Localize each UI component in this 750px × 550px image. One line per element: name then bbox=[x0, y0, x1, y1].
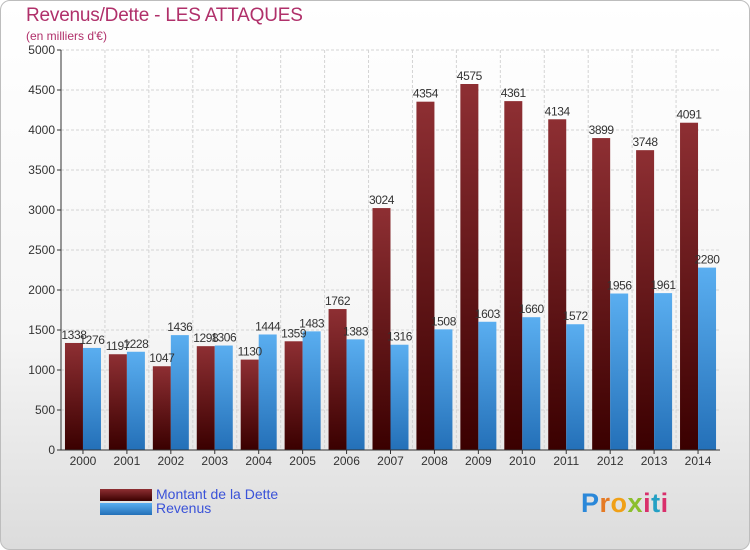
data-label-debt: 4354 bbox=[413, 87, 439, 101]
y-tick-label: 4000 bbox=[28, 123, 55, 137]
data-label-revenue: 1276 bbox=[79, 333, 105, 347]
bar-revenue bbox=[214, 345, 233, 450]
bar-revenue bbox=[126, 351, 145, 450]
x-tick-label: 2011 bbox=[553, 454, 579, 468]
x-tick-label: 2014 bbox=[685, 454, 712, 468]
data-label-revenue: 1228 bbox=[123, 337, 149, 351]
x-tick-label: 2010 bbox=[509, 454, 536, 468]
bar-revenue bbox=[478, 321, 497, 450]
data-label-debt: 3748 bbox=[633, 135, 659, 149]
y-tick-label: 5000 bbox=[28, 43, 55, 57]
y-tick-label: 1000 bbox=[28, 363, 55, 377]
data-label-revenue: 1483 bbox=[299, 316, 325, 330]
data-label-debt: 3024 bbox=[369, 193, 395, 207]
bar-debt bbox=[680, 122, 699, 450]
data-label-revenue: 1508 bbox=[431, 314, 457, 328]
data-label-debt: 1298 bbox=[193, 331, 219, 345]
chart-title: Revenus/Dette - LES ATTAQUES bbox=[26, 5, 303, 26]
bar-revenue bbox=[610, 293, 629, 450]
data-label-debt: 1047 bbox=[149, 351, 175, 365]
bar-revenue bbox=[390, 344, 409, 450]
bar-debt bbox=[284, 341, 303, 450]
bar-revenue bbox=[82, 347, 101, 450]
bar-debt bbox=[196, 346, 215, 450]
data-label-debt: 1197 bbox=[106, 339, 131, 353]
x-tick-label: 2001 bbox=[114, 454, 141, 468]
legend-swatch-debt bbox=[100, 489, 152, 501]
bar-debt bbox=[592, 138, 611, 450]
y-tick-label: 2000 bbox=[28, 283, 55, 297]
legend-swatch-revenue bbox=[100, 503, 152, 515]
data-label-revenue: 1436 bbox=[167, 320, 193, 334]
bar-debt bbox=[372, 208, 391, 450]
chart-subtitle: (en milliers d'€) bbox=[26, 29, 107, 43]
data-label-debt: 4361 bbox=[501, 86, 527, 100]
y-tick-label: 1500 bbox=[28, 323, 55, 337]
bar-debt bbox=[152, 366, 171, 450]
bar-debt bbox=[240, 359, 259, 450]
y-tick-label: 4500 bbox=[28, 83, 55, 97]
bar-revenue bbox=[302, 331, 321, 450]
data-label-revenue: 1316 bbox=[387, 330, 413, 344]
x-tick-label: 2008 bbox=[421, 454, 448, 468]
data-label-revenue: 1444 bbox=[255, 319, 281, 333]
bar-revenue bbox=[258, 334, 277, 450]
bar-debt bbox=[636, 150, 655, 450]
x-tick-label: 2002 bbox=[157, 454, 184, 468]
data-label-revenue: 2280 bbox=[694, 253, 720, 267]
data-label-revenue: 1660 bbox=[519, 302, 545, 316]
bar-debt bbox=[548, 119, 567, 450]
bar-debt bbox=[504, 101, 523, 451]
x-tick-label: 2013 bbox=[641, 454, 668, 468]
y-tick-label: 3000 bbox=[28, 203, 55, 217]
data-label-revenue: 1956 bbox=[607, 279, 633, 293]
data-label-debt: 1359 bbox=[281, 326, 307, 340]
data-label-revenue: 1572 bbox=[563, 309, 589, 323]
x-tick-label: 2005 bbox=[289, 454, 316, 468]
bar-revenue bbox=[346, 339, 365, 450]
x-tick-label: 2003 bbox=[201, 454, 228, 468]
x-tick-label: 2007 bbox=[377, 454, 404, 468]
x-tick-label: 2009 bbox=[465, 454, 492, 468]
y-tick-label: 3500 bbox=[28, 163, 55, 177]
data-label-revenue: 1306 bbox=[211, 331, 237, 345]
bar-debt bbox=[108, 354, 127, 450]
bar-revenue bbox=[698, 267, 717, 450]
data-label-revenue: 1603 bbox=[475, 307, 501, 321]
bar-debt bbox=[416, 101, 435, 451]
bar-revenue bbox=[654, 293, 673, 450]
data-label-debt: 1338 bbox=[61, 328, 87, 342]
bar-revenue bbox=[522, 317, 541, 450]
x-tick-label: 2000 bbox=[70, 454, 97, 468]
y-tick-label: 2500 bbox=[28, 243, 55, 257]
legend-label-revenue: Revenus bbox=[156, 500, 212, 516]
bar-debt bbox=[460, 84, 479, 450]
x-tick-label: 2012 bbox=[597, 454, 624, 468]
data-label-debt: 4134 bbox=[545, 104, 571, 118]
bar-revenue bbox=[434, 329, 453, 450]
y-tick-label: 0 bbox=[48, 443, 55, 457]
data-label-revenue: 1383 bbox=[343, 324, 369, 338]
data-label-debt: 1130 bbox=[238, 345, 263, 359]
proxiti-logo: Proxiti bbox=[581, 488, 669, 518]
bar-revenue bbox=[170, 335, 189, 450]
legend-label-debt: Montant de la Dette bbox=[156, 486, 279, 502]
data-label-debt: 4091 bbox=[676, 108, 702, 122]
data-label-debt: 1762 bbox=[325, 294, 351, 308]
bar-revenue bbox=[566, 324, 585, 450]
data-label-debt: 3899 bbox=[589, 123, 615, 137]
data-label-revenue: 1961 bbox=[651, 278, 677, 292]
y-tick-label: 500 bbox=[35, 403, 55, 417]
bar-debt bbox=[328, 309, 347, 450]
x-tick-label: 2004 bbox=[245, 454, 272, 468]
bar-debt bbox=[64, 342, 83, 450]
x-tick-label: 2006 bbox=[333, 454, 360, 468]
data-label-debt: 4575 bbox=[457, 69, 483, 83]
